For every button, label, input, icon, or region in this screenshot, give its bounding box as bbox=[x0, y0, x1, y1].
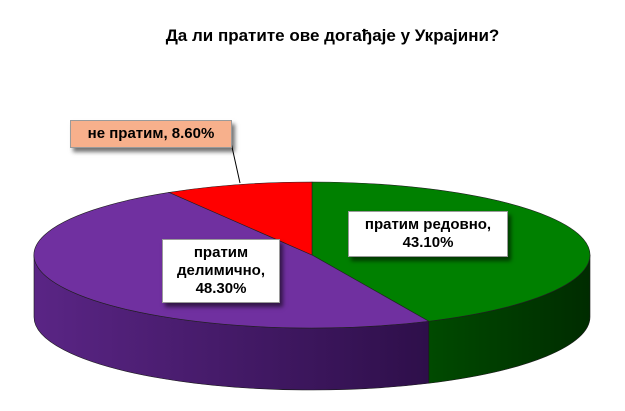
label-purple-text-2: делимично, bbox=[176, 262, 266, 279]
label-green: пратим редовно, 43.10% bbox=[348, 211, 508, 257]
chart-title: Да ли пратите ове догађаје у Украјини? bbox=[165, 26, 500, 45]
label-red-text: не пратим, 8.60% bbox=[87, 125, 215, 142]
label-purple-text-1: пратим bbox=[193, 244, 249, 261]
label-red: не пратим, 8.60% bbox=[70, 120, 232, 148]
label-purple: пратим делимично, 48.30% bbox=[162, 239, 280, 303]
label-purple-value: 48.30% bbox=[195, 280, 247, 297]
label-green-value: 43.10% bbox=[402, 234, 454, 251]
pie-slice-red bbox=[167, 181, 313, 256]
label-green-text: пратим редовно, bbox=[364, 216, 492, 233]
